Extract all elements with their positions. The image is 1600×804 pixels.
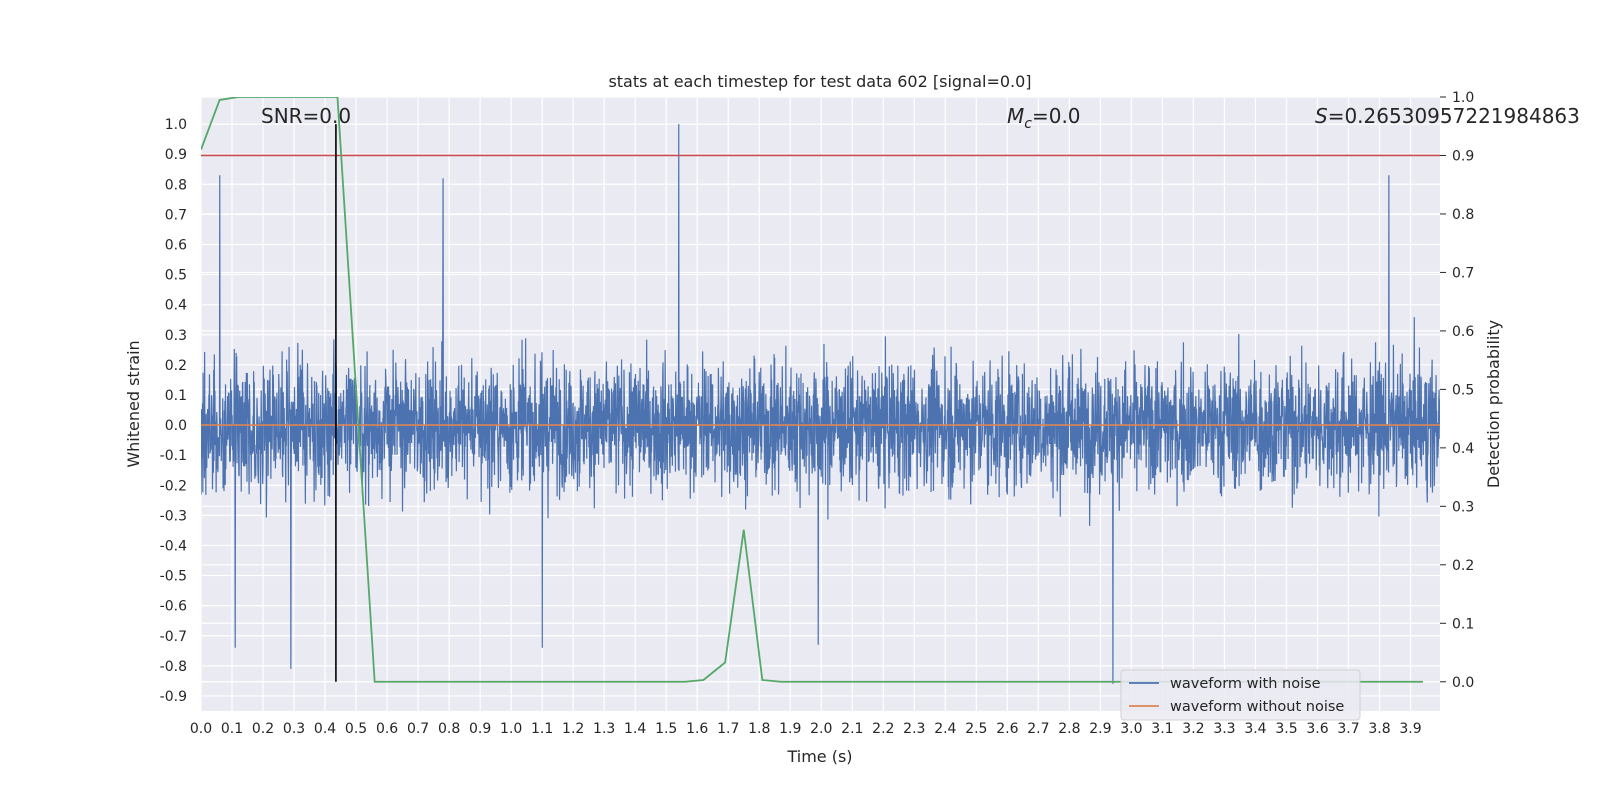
x-tick-label: 1.9 [779,721,801,737]
x-tick-label: 1.8 [748,721,770,737]
x-tick-label: 1.6 [686,721,708,737]
y-axis-label-left: Whitened strain [124,340,143,467]
x-tick-label: 0.2 [252,721,274,737]
x-tick-label: 3.4 [1244,721,1266,737]
y-tick-label-right: 0.1 [1452,616,1474,632]
y-tick-label-left: 0.0 [165,418,187,434]
y-tick-label-right: 0.5 [1452,382,1474,398]
y-tick-label-right: 0.8 [1452,207,1474,223]
chirp-mass-annotation: Mc=0.0 [1007,104,1081,132]
chirp-mass-symbol: M [1007,104,1024,128]
y-tick-label-left: -0.3 [160,508,187,524]
x-tick-label: 2.4 [934,721,956,737]
y-tick-label-right: 0.0 [1452,675,1474,691]
x-tick-label: 3.7 [1337,721,1359,737]
x-tick-label: 0.6 [376,721,398,737]
x-tick-label: 1.0 [500,721,522,737]
y-tick-label-left: -0.6 [160,599,187,615]
y-axis-label-right: Detection probability [1484,320,1503,488]
y-tick-label-right: 0.2 [1452,558,1474,574]
y-tick-label-right: 0.3 [1452,499,1474,515]
y-tick-label-left: 0.1 [165,388,187,404]
series-waveform-with-noise [201,124,1440,684]
plot-series [201,97,1440,684]
x-tick-label: 2.3 [903,721,925,737]
y-tick-label-left: -0.9 [160,689,187,705]
x-tick-label: 3.0 [1120,721,1142,737]
y-tick-label-left: 1.0 [165,117,187,133]
x-tick-label: 3.1 [1151,721,1173,737]
snr-annotation: SNR=0.0 [261,104,351,128]
x-tick-label: 0.1 [221,721,243,737]
chirp-mass-subscript: c [1024,116,1032,132]
y-tick-label-right: 0.4 [1452,441,1474,457]
legend-label-clean: waveform without noise [1170,699,1344,715]
x-tick-label: 0.7 [407,721,429,737]
y-tick-label-left: 0.5 [165,268,187,284]
x-axis-label: Time (s) [786,747,852,766]
y-tick-label-right: 0.9 [1452,148,1474,164]
score-annotation: S=0.26530957221984863 [1315,104,1580,128]
legend: waveform with noise waveform without noi… [1120,669,1361,721]
series-detection-probability [201,97,1423,683]
y-tick-label-left: 0.9 [165,147,187,163]
x-tick-label: 1.2 [562,721,584,737]
y-tick-label-left: -0.2 [160,478,187,494]
x-tick-label: 0.4 [314,721,336,737]
x-tick-label: 2.2 [872,721,894,737]
y-tick-label-left: 0.2 [165,358,187,374]
x-tick-label: 2.1 [841,721,863,737]
x-tick-label: 2.7 [1027,721,1049,737]
y-tick-label-right: 0.6 [1452,324,1474,340]
x-tick-label: 0.9 [469,721,491,737]
y-tick-label-right: 0.7 [1452,265,1474,281]
x-tick-label: 0.5 [345,721,367,737]
y-tick-label-left: -0.4 [160,538,187,554]
chart-title: stats at each timestep for test data 602… [608,72,1031,91]
score-value: =0.26530957221984863 [1328,104,1580,128]
x-tick-label: 1.5 [655,721,677,737]
score-symbol: S [1315,104,1328,128]
x-tick-label: 0.3 [283,721,305,737]
x-tick-label: 0.8 [438,721,460,737]
x-tick-label: 3.5 [1275,721,1297,737]
y-tick-label-left: -0.1 [160,448,187,464]
y-tick-label-left: 0.3 [165,328,187,344]
x-tick-label: 1.7 [717,721,739,737]
y-tick-label-right: 1.0 [1452,90,1474,106]
x-tick-label: 1.1 [531,721,553,737]
y-tick-label-left: -0.5 [160,569,187,585]
x-tick-label: 3.8 [1368,721,1390,737]
y-tick-label-left: 0.6 [165,237,187,253]
y-tick-label-left: -0.8 [160,659,187,675]
x-tick-label: 3.2 [1182,721,1204,737]
x-tick-label: 2.5 [965,721,987,737]
x-tick-label: 0.0 [190,721,212,737]
x-tick-label: 2.6 [996,721,1018,737]
x-tick-label: 2.0 [810,721,832,737]
y-tick-label-left: 0.8 [165,177,187,193]
legend-box [1120,669,1361,721]
chirp-mass-value: =0.0 [1032,104,1081,128]
legend-label-noise: waveform with noise [1170,676,1321,692]
x-tick-label: 1.3 [593,721,615,737]
y-tick-label-left: 0.7 [165,207,187,223]
x-tick-label: 3.3 [1213,721,1235,737]
x-tick-label: 1.4 [624,721,646,737]
x-tick-label: 3.9 [1399,721,1421,737]
axes: 0.0 0.1 0.2 0.3 0.4 0.5 0.6 0.7 0.8 0.9 1.0 1.1 1.2 1… [160,90,1475,737]
x-tick-label: 2.9 [1089,721,1111,737]
x-tick-label: 3.6 [1306,721,1328,737]
y-tick-label-left: -0.7 [160,629,187,645]
x-tick-label: 2.8 [1058,721,1080,737]
y-tick-label-left: 0.4 [165,298,187,314]
